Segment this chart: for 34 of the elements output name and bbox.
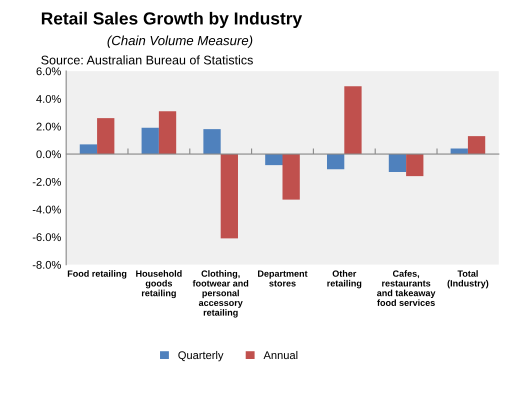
- x-tick-label: Other retailing: [327, 270, 362, 288]
- bar: [158, 111, 176, 154]
- y-tick-label: 4.0%: [36, 95, 61, 103]
- bar: [142, 128, 159, 154]
- x-tick-label: Food retailing: [68, 270, 126, 279]
- x-tick-label: Department stores: [258, 270, 308, 287]
- y-tick-label: -8.0%: [32, 260, 61, 269]
- x-tick-label: Household goods retailing: [136, 270, 182, 298]
- bar: [220, 154, 238, 238]
- y-tick-label: 2.0%: [36, 122, 61, 131]
- bar: [203, 129, 221, 154]
- bar: [80, 144, 98, 154]
- bar: [406, 154, 424, 176]
- source-note: Source: Australian Bureau of Statistics: [41, 55, 253, 64]
- bar: [265, 154, 282, 166]
- y-tick-label: -2.0%: [32, 178, 61, 186]
- x-tick-label: Clothing, footwear and personal accessory retailing: [192, 270, 248, 318]
- legend-label: Quarterly: [178, 350, 224, 362]
- bar: [282, 154, 300, 200]
- chart-title: Retail Sales Growth by Industry: [42, 12, 302, 28]
- y-tick-label: 0.0%: [36, 150, 61, 158]
- bar: [97, 118, 114, 154]
- bar: [326, 154, 344, 170]
- chart-subtitle: (Chain Volume Measure): [108, 36, 252, 48]
- legend-label: Annual: [264, 350, 298, 360]
- y-tick-label: -4.0%: [32, 206, 61, 214]
- bar: [468, 136, 486, 154]
- x-tick-label: Cafes, restaurants and takeaway food services: [377, 270, 436, 306]
- x-tick-label: Total (Industry): [448, 270, 488, 288]
- y-tick-label: -6.0%: [32, 233, 61, 242]
- bar: [388, 154, 406, 172]
- bar: [344, 86, 362, 154]
- bar: [450, 148, 468, 154]
- y-tick-label: 6.0%: [36, 67, 61, 76]
